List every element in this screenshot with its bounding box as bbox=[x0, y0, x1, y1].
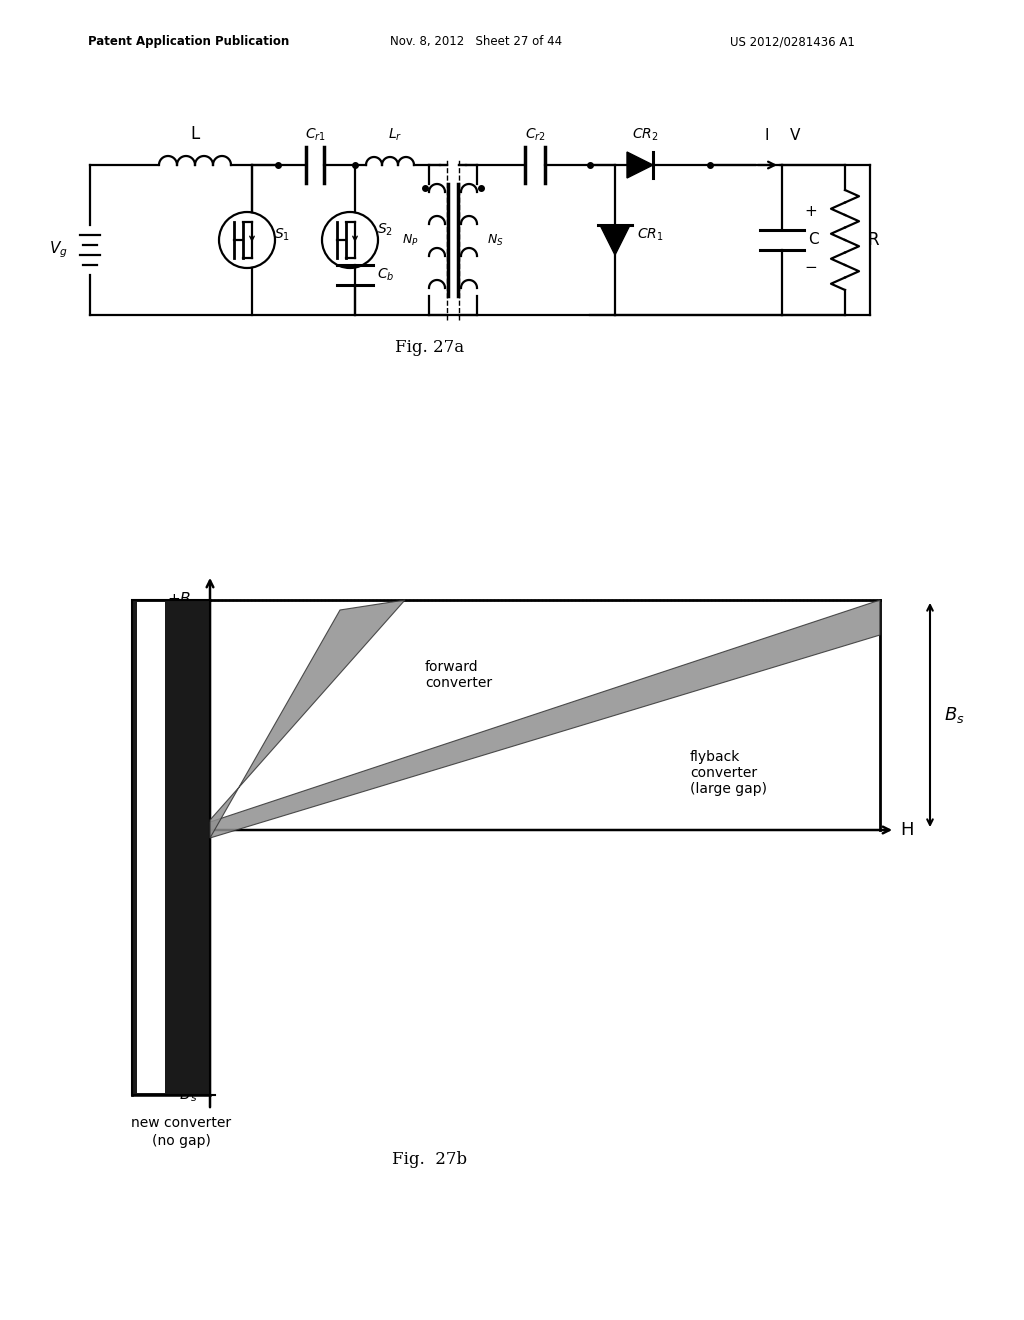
Text: Fig. 27a: Fig. 27a bbox=[395, 339, 465, 356]
Text: $S_2$: $S_2$ bbox=[377, 222, 393, 238]
Text: Fig.  27b: Fig. 27b bbox=[392, 1151, 468, 1168]
Text: $V_g$: $V_g$ bbox=[48, 240, 68, 260]
Text: V: V bbox=[790, 128, 800, 143]
Text: $C_{r2}$: $C_{r2}$ bbox=[524, 127, 546, 143]
Text: $N_S$: $N_S$ bbox=[487, 232, 504, 248]
Text: Nov. 8, 2012   Sheet 27 of 44: Nov. 8, 2012 Sheet 27 of 44 bbox=[390, 36, 562, 49]
Text: $2B_s$: $2B_s$ bbox=[171, 821, 198, 840]
Text: (no gap): (no gap) bbox=[152, 1134, 211, 1148]
Text: +: + bbox=[804, 205, 817, 219]
Polygon shape bbox=[210, 601, 880, 838]
Bar bbox=[137, 602, 165, 1093]
Polygon shape bbox=[600, 224, 630, 255]
Text: $B_s$: $B_s$ bbox=[944, 705, 965, 725]
Text: $CR_2$: $CR_2$ bbox=[632, 127, 658, 143]
Text: $-B_s$: $-B_s$ bbox=[168, 1085, 198, 1105]
Text: Patent Application Publication: Patent Application Publication bbox=[88, 36, 289, 49]
Text: new converter: new converter bbox=[131, 1115, 231, 1130]
Text: $+B_s$: $+B_s$ bbox=[168, 590, 198, 610]
Text: $S_1$: $S_1$ bbox=[274, 227, 290, 243]
Text: H: H bbox=[900, 821, 913, 840]
Text: $CR_1$: $CR_1$ bbox=[637, 227, 664, 243]
Text: flyback
converter
(large gap): flyback converter (large gap) bbox=[690, 750, 767, 796]
Text: $C_{r1}$: $C_{r1}$ bbox=[304, 127, 326, 143]
Text: forward
converter: forward converter bbox=[425, 660, 493, 690]
Text: R: R bbox=[867, 231, 879, 249]
Text: −: − bbox=[804, 260, 817, 276]
Bar bbox=[132, 601, 210, 1096]
Text: L: L bbox=[190, 125, 200, 143]
Text: $C_b$: $C_b$ bbox=[377, 267, 394, 284]
Text: C: C bbox=[808, 232, 818, 248]
Text: $L_r$: $L_r$ bbox=[388, 127, 402, 143]
Text: US 2012/0281436 A1: US 2012/0281436 A1 bbox=[730, 36, 855, 49]
Polygon shape bbox=[627, 152, 653, 178]
Text: $N_P$: $N_P$ bbox=[402, 232, 419, 248]
Text: I: I bbox=[765, 128, 769, 143]
Polygon shape bbox=[210, 601, 406, 838]
